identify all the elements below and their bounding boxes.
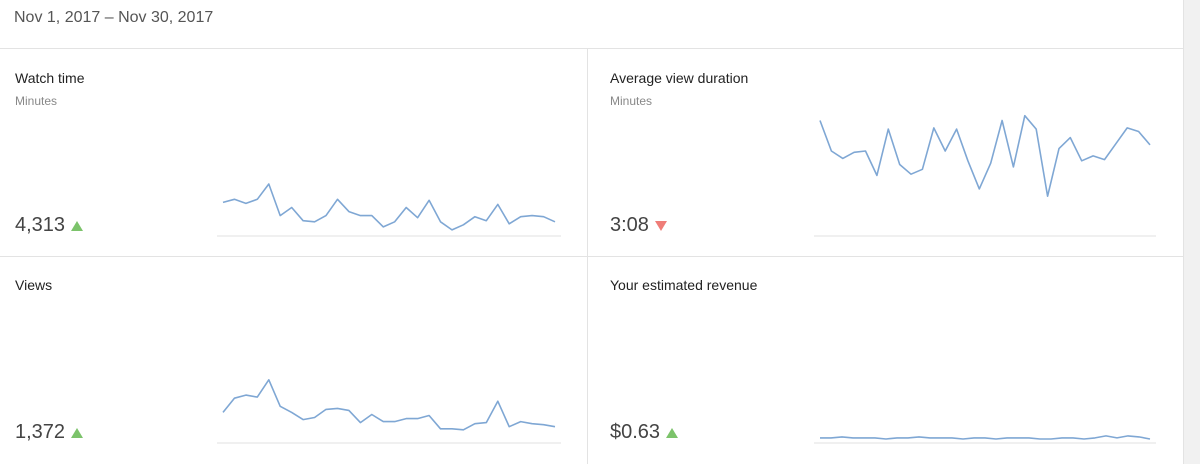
card-subtitle: Minutes [610, 94, 653, 108]
card-title: Average view duration [610, 70, 749, 86]
page-scrollbar[interactable] [1184, 0, 1200, 464]
metric-value: 1,372 [15, 421, 84, 444]
sparkline-chart [217, 183, 561, 237]
trend-indicator-icon [666, 427, 679, 438]
card-title: Views [15, 277, 53, 293]
metric-value: $0.63 [610, 421, 679, 444]
sparkline-chart [814, 435, 1156, 444]
card-title: Your estimated revenue [610, 277, 758, 293]
header-divider [0, 48, 1183, 49]
card-estimated-revenue[interactable]: Your estimated revenue $0.63 [610, 277, 1170, 457]
card-watch-time[interactable]: Watch time Minutes 4,313 [15, 70, 575, 250]
metric-value: 4,313 [15, 214, 84, 237]
date-range[interactable]: Nov 1, 2017 – Nov 30, 2017 [14, 9, 214, 26]
sparkline-series [820, 435, 1151, 440]
card-title: Watch time [15, 70, 85, 86]
sparkline-series [222, 183, 556, 231]
sparkline-chart [217, 378, 561, 444]
metric-number: 4,313 [15, 214, 66, 236]
metric-number: 1,372 [15, 421, 66, 443]
metric-number: $0.63 [610, 421, 661, 443]
row-divider [0, 256, 1183, 257]
card-subtitle: Minutes [15, 94, 58, 108]
card-views[interactable]: Views 1,372 [15, 277, 575, 457]
sparkline-series [819, 114, 1151, 197]
trend-indicator-icon [71, 220, 84, 231]
card-average-view-duration[interactable]: Average view duration Minutes 3:08 [610, 70, 1170, 250]
metric-value: 3:08 [610, 214, 667, 237]
trend-indicator-icon [654, 220, 667, 231]
sparkline-chart [814, 114, 1156, 237]
metric-number: 3:08 [610, 214, 649, 236]
sparkline-series [222, 378, 556, 431]
trend-indicator-icon [71, 427, 84, 438]
